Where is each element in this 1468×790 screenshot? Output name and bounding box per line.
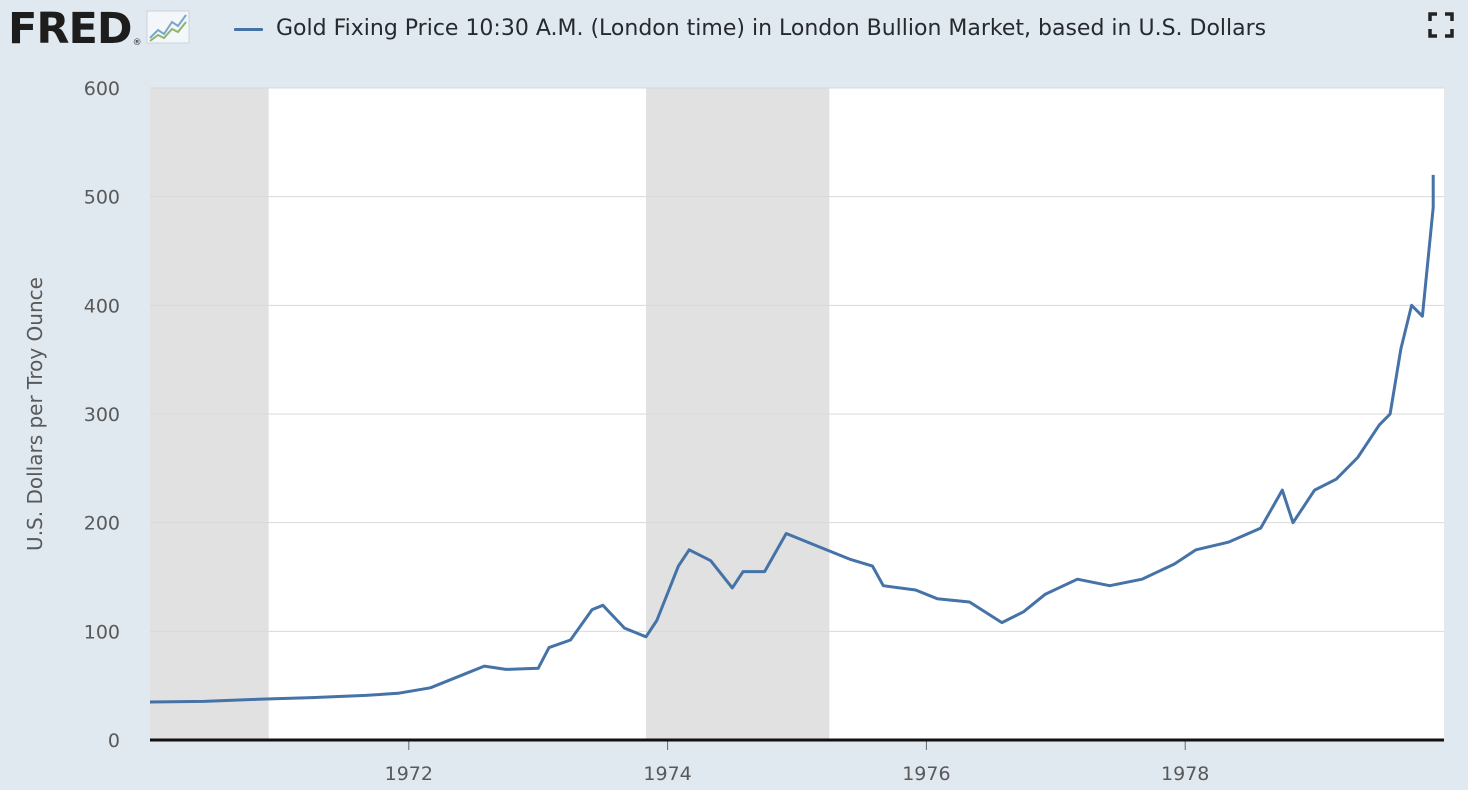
registered-mark: ® (132, 38, 142, 48)
y-tick-label: 500 (84, 187, 120, 209)
logo-text: FRED (8, 4, 133, 54)
y-axis-label: U.S. Dollars per Troy Ounce (23, 277, 47, 551)
x-tick-label: 1978 (1161, 763, 1209, 785)
legend-swatch (234, 28, 263, 31)
x-tick-label: 1972 (385, 763, 433, 785)
chart-header: FRED ® Gold Fixing Price 10:30 A.M. (Lon… (0, 0, 1468, 62)
y-tick-label: 0 (108, 730, 120, 752)
y-tick-label: 600 (84, 78, 120, 100)
y-tick-label: 300 (84, 404, 120, 426)
fred-logo[interactable]: FRED ® (8, 6, 190, 52)
x-axis-ticks: 1972 1974 1976 1978 (385, 740, 1209, 785)
chart-title: Gold Fixing Price 10:30 A.M. (London tim… (276, 16, 1267, 41)
y-tick-label: 200 (84, 513, 120, 535)
series-line (149, 174, 1435, 704)
y-tick-label: 100 (84, 621, 120, 643)
x-tick-label: 1976 (902, 763, 950, 785)
fullscreen-icon[interactable] (1428, 12, 1454, 38)
x-tick-label: 1974 (643, 763, 691, 785)
line-chart-icon (146, 10, 190, 48)
y-axis-ticks: 0 100 200 300 400 500 600 (84, 78, 120, 752)
y-tick-label: 400 (84, 295, 120, 317)
gridlines (150, 87, 1444, 632)
